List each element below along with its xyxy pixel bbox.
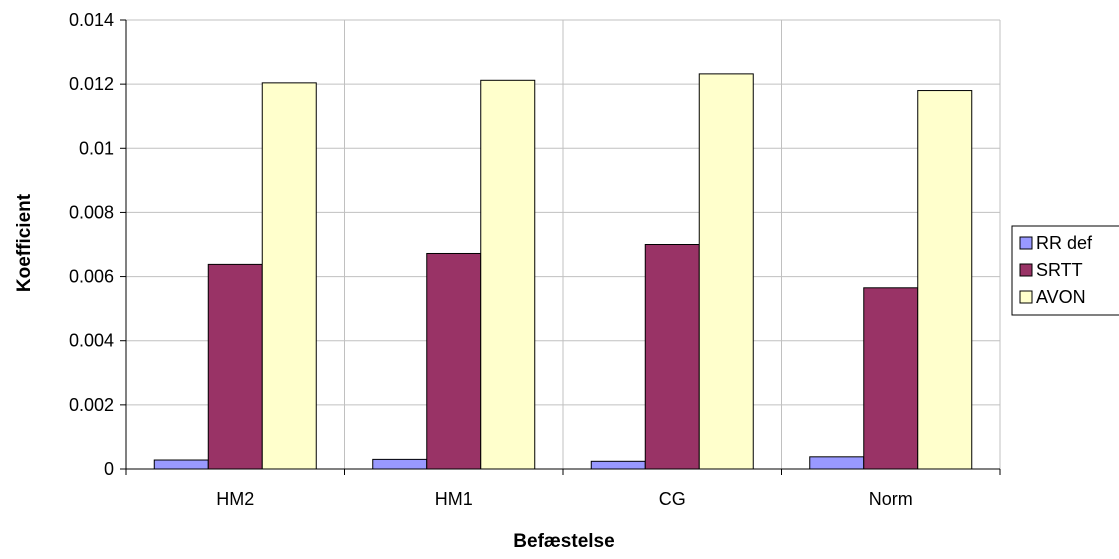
legend-label: RR def — [1036, 233, 1093, 253]
legend-swatch — [1019, 236, 1033, 250]
x-tick-label: HM1 — [435, 489, 473, 509]
y-tick-label: 0.004 — [69, 331, 114, 351]
bar-avon-hm1 — [480, 79, 536, 470]
bars — [153, 73, 973, 470]
legend-label: AVON — [1036, 287, 1086, 307]
bar-srtt-cg — [644, 244, 700, 470]
y-tick-label: 0.008 — [69, 202, 114, 222]
x-axis-title: Befæstelse — [513, 531, 614, 552]
bar-srtt-hm1 — [426, 252, 482, 470]
bar-avon-norm — [917, 90, 973, 470]
legend-swatch — [1019, 290, 1033, 304]
y-tick-label: 0.012 — [69, 74, 114, 94]
x-tick-label: CG — [659, 489, 686, 509]
x-tick-label: Norm — [869, 489, 913, 509]
legend-label: SRTT — [1036, 260, 1083, 280]
bar-avon-cg — [698, 73, 754, 470]
bar-rr-def-norm — [809, 456, 865, 470]
legend-swatch — [1019, 263, 1033, 277]
bar-rr-def-hm2 — [153, 459, 209, 470]
y-axis-title: Koefficient — [14, 193, 35, 292]
bar-rr-def-cg — [590, 460, 646, 470]
axes: 0 0.002 0.004 0.006 0.008 0.01 0.012 0.014 HM2 HM… — [69, 10, 1001, 509]
x-tick-label: HM2 — [216, 489, 254, 509]
y-tick-label: 0.006 — [69, 267, 114, 287]
y-tick-label: 0.014 — [69, 10, 114, 30]
legend: RR def SRTT AVON — [1011, 225, 1119, 316]
bar-srtt-norm — [863, 287, 919, 470]
bar-rr-def-hm1 — [372, 458, 428, 470]
y-tick-label: 0 — [104, 459, 114, 479]
y-tick-label: 0.01 — [79, 138, 114, 158]
y-tick-label: 0.002 — [69, 395, 114, 415]
bar-avon-hm2 — [261, 82, 317, 470]
bar-srtt-hm2 — [207, 263, 263, 470]
